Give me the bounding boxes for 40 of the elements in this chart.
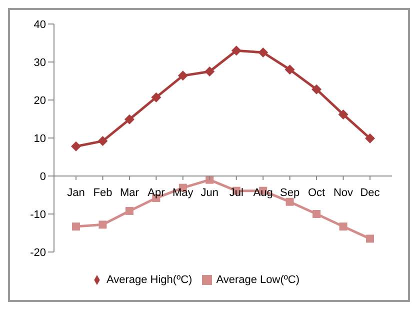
point [339,222,348,231]
x-tick-label: Feb [93,187,112,199]
point [98,136,108,146]
point [125,206,134,215]
point [231,46,242,56]
legend-label: Average Low(ºC) [216,274,300,286]
point [284,64,295,75]
y-tick-label: -20 [30,246,46,259]
x-tick-label: Mar [120,187,140,199]
y-tick-label: 40 [34,18,46,31]
point [366,234,374,243]
legend-label: Average High(ºC) [106,274,192,286]
y-tick-label: 10 [34,132,46,145]
point [312,210,321,218]
y-tick-label: 30 [34,56,46,69]
point [206,176,214,184]
y-tick-label: 0 [40,170,46,183]
x-tick-label: Apr [148,187,166,199]
x-tick-label: Jul [229,187,244,199]
x-tick-label: Dec [360,187,380,199]
point [151,92,162,102]
point [72,222,80,231]
point [204,66,215,76]
x-tick-label: Nov [333,187,354,199]
point [178,70,188,81]
x-tick-label: Aug [253,187,273,199]
x-tick-label: May [172,187,194,199]
point [338,109,348,120]
point [365,133,375,144]
y-tick-label: 20 [34,94,46,107]
point [98,220,107,229]
x-tick-label: Jan [67,187,85,199]
y-tick-label: -10 [30,208,46,221]
point [124,114,134,124]
point [71,141,81,152]
x-tick-label: Oct [308,187,326,199]
point [258,48,268,58]
x-tick-label: Jun [200,187,219,199]
x-tick-label: Sep [280,187,300,199]
point [312,84,322,94]
